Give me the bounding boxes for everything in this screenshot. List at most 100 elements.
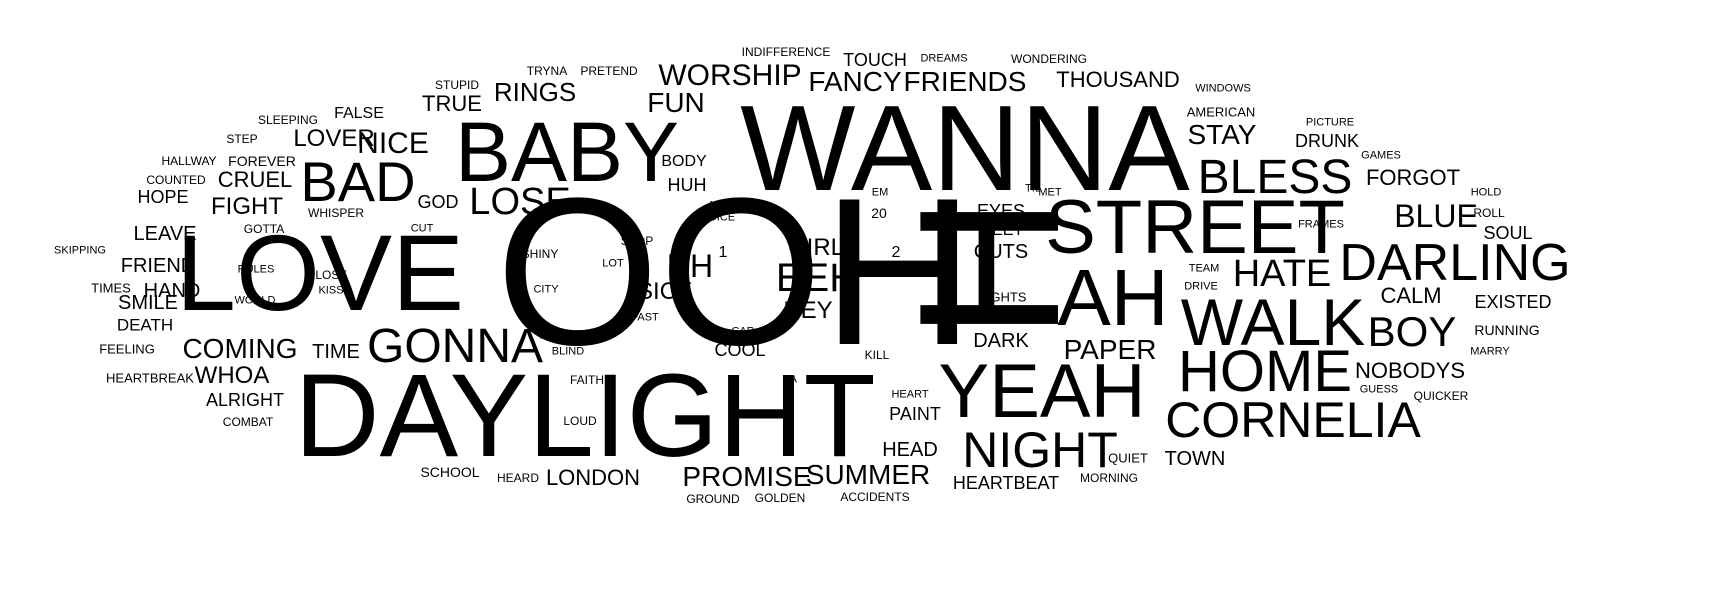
word-step: STEP xyxy=(226,132,258,146)
word-nobodys: NOBODYS xyxy=(1354,358,1466,383)
word-shiny: SHINY xyxy=(521,247,559,261)
word-fight: FIGHT xyxy=(211,193,283,220)
word-alright: ALRIGHT xyxy=(205,390,285,410)
word-met: MET xyxy=(1038,186,1062,199)
word-london: LONDON xyxy=(545,465,641,490)
word-sleeping: SLEEPING xyxy=(257,113,319,127)
word-hope: HOPE xyxy=(137,187,189,207)
word-gonna: GONNA xyxy=(366,320,544,373)
word-indifference: INDIFFERENCE xyxy=(741,45,831,59)
word-frames: FRAMES xyxy=(1298,218,1344,231)
word-stay: STAY xyxy=(1187,119,1257,150)
word-baby: BABY xyxy=(454,105,680,199)
word-home: HOME xyxy=(1178,339,1352,404)
word-lights: LIGHTS xyxy=(979,289,1027,305)
word-false: FALSE xyxy=(334,105,384,122)
word-daylight: DAYLIGHT xyxy=(294,350,876,482)
word-american: AMERICAN xyxy=(1186,104,1256,120)
word-heartbreak: HEARTBREAK xyxy=(106,370,194,386)
word-thousand: THOUSAND xyxy=(1056,67,1180,92)
word-cruel: CRUEL xyxy=(217,167,293,192)
word-heard: HEARD xyxy=(496,471,540,485)
word-body: BODY xyxy=(661,153,707,170)
word-drunk: DRUNK xyxy=(1294,131,1360,151)
word-dice: DICE xyxy=(708,211,736,224)
word-whoa: WHOA xyxy=(194,362,270,389)
word-win: WIN xyxy=(981,303,1021,325)
word-boy: BOY xyxy=(1367,308,1457,355)
word-feeling: FEELING xyxy=(99,341,155,357)
word-huh: HUH xyxy=(667,175,707,195)
word-dreams: DREAMS xyxy=(920,52,968,65)
word-meet: MEET xyxy=(978,222,1024,239)
word-accidents: ACCIDENTS xyxy=(840,490,910,504)
word-cornelia: CORNELIA xyxy=(1165,392,1421,448)
word-quicker: QUICKER xyxy=(1413,389,1469,403)
word-bless: BLESS xyxy=(1197,151,1353,204)
word-fast: FAST xyxy=(631,311,659,324)
word-death: DEATH xyxy=(116,315,174,335)
word-cut: CUT xyxy=(410,222,434,235)
word-roll: ROLL xyxy=(1473,206,1505,220)
word-friends: FRIENDS xyxy=(903,66,1027,97)
word-lose: LOSE xyxy=(469,181,571,223)
word-ah: AH xyxy=(1057,253,1169,342)
word-avenue: AVENUE xyxy=(707,199,753,212)
word-paint: PAINT xyxy=(889,404,941,424)
word-windows: WINDOWS xyxy=(1195,82,1251,95)
word-gotta: GOTTA xyxy=(243,222,285,236)
word-whisper: WHISPER xyxy=(307,206,365,220)
word-coming: COMING xyxy=(182,333,298,364)
word-friend: FRIEND xyxy=(120,255,196,277)
word-nice: NICE xyxy=(357,127,429,160)
word-16th: 16TH xyxy=(539,329,567,342)
word-touch: TOUCH xyxy=(843,50,907,70)
word-darling: DARLING xyxy=(1339,234,1571,292)
word-times: TIMES xyxy=(91,280,131,296)
word-hate: HATE xyxy=(1232,253,1332,295)
word-ooh: OOH xyxy=(495,154,975,389)
word-fun: FUN xyxy=(647,87,705,118)
word-wanna: WANNA xyxy=(740,80,1190,216)
word-bad: BAD xyxy=(300,150,416,213)
word-girl: GIRL xyxy=(787,234,845,261)
word-marry: MARRY xyxy=(1470,345,1510,358)
word-counted: COUNTED xyxy=(146,173,206,187)
word-team: TEAM xyxy=(1188,262,1220,275)
word-sick: SICK xyxy=(636,278,694,305)
word-city: CITY xyxy=(533,283,559,296)
word-ground: GROUND xyxy=(686,492,740,506)
word-pretend: PRETEND xyxy=(580,64,638,78)
word-hold: HOLD xyxy=(1470,186,1502,199)
word-lot: LOT xyxy=(602,257,624,270)
word-street: STREET xyxy=(1045,185,1345,270)
word-rings: RINGS xyxy=(493,77,577,107)
word-yeah: YEAH xyxy=(938,349,1146,434)
word-night: NIGHT xyxy=(962,422,1118,478)
word-guess: GUESS xyxy=(1359,383,1399,396)
word-calm: CALM xyxy=(1380,283,1442,308)
word-cuts: CUTS xyxy=(973,241,1029,263)
word-leave: LEAVE xyxy=(133,223,197,245)
word-eyes: EYES xyxy=(976,201,1026,221)
word-tryna: TRYNA xyxy=(526,64,568,78)
word-running: RUNNING xyxy=(1474,322,1540,338)
word-blind: BLIND xyxy=(551,345,585,358)
word-loud: LOUD xyxy=(563,414,597,428)
word-kill: KILL xyxy=(864,348,890,362)
word-heartbeat: HEARTBEAT xyxy=(952,473,1060,493)
word-2: 2 xyxy=(891,244,901,261)
word-kiss: KISS xyxy=(318,284,344,297)
word-1: 1 xyxy=(718,244,728,261)
word-smile: SMILE xyxy=(117,292,179,314)
word-lover: LOVER xyxy=(293,125,375,152)
word-true: TRUE xyxy=(422,91,482,116)
word-soul: SOUL xyxy=(1483,223,1533,243)
word-quiet: QUIET xyxy=(1108,450,1148,466)
word-20: 20 xyxy=(871,205,887,221)
word-em: EM xyxy=(871,186,889,199)
word-promise: PROMISE xyxy=(682,461,812,492)
word-games: GAMES xyxy=(1361,149,1401,162)
word-blue: BLUE xyxy=(1394,198,1478,234)
word-world: WORLD xyxy=(234,294,276,307)
